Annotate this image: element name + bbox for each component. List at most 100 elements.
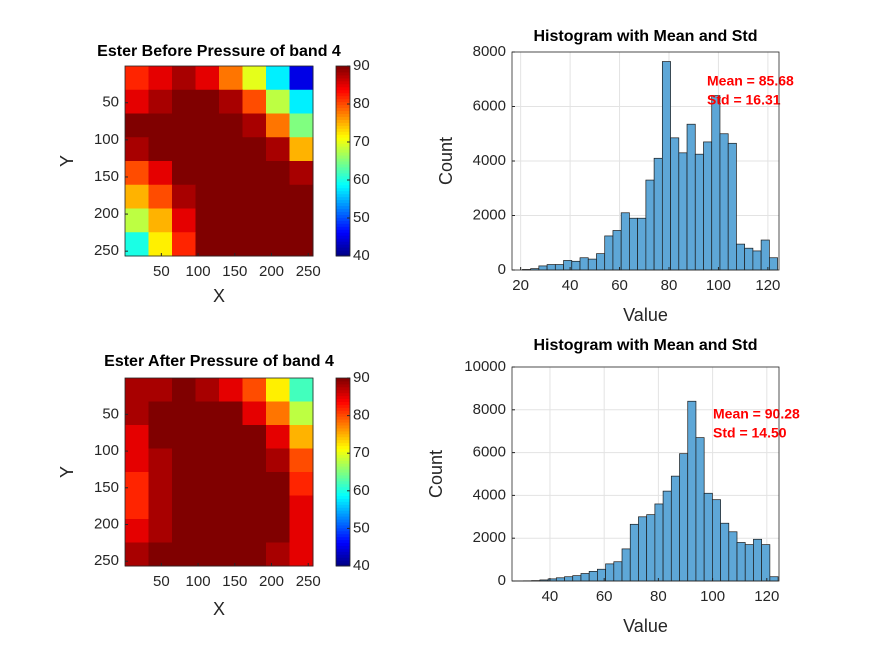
histogram-bar xyxy=(711,95,721,271)
colorbar-swatch xyxy=(336,507,350,511)
colorbar-swatch xyxy=(336,451,350,455)
colorbar-swatch xyxy=(336,539,350,543)
histogram-bar xyxy=(728,531,738,582)
colorbar-swatch xyxy=(336,530,350,535)
colorbar-swatch xyxy=(336,469,350,473)
colorbar-swatch xyxy=(336,107,350,112)
annotation: Std = 14.50 xyxy=(713,425,787,441)
heatmap-cell xyxy=(289,495,314,520)
histogram-bar xyxy=(670,475,680,582)
colorbar-swatch xyxy=(336,184,350,189)
heatmap-cell xyxy=(148,378,173,402)
colorbar-swatch xyxy=(336,137,350,141)
colorbar-swatch xyxy=(336,551,350,555)
heatmap-cell xyxy=(195,113,220,138)
histogram-bar xyxy=(646,514,656,582)
heatmap-cell xyxy=(195,89,220,114)
colorbar-swatch xyxy=(336,557,350,561)
heatmap-cell xyxy=(148,401,173,426)
colorbar-swatch xyxy=(336,190,350,195)
heatmap-cell xyxy=(148,161,173,186)
heatmap-cell xyxy=(219,472,243,496)
colorbar-tick-label: 60 xyxy=(353,171,370,188)
heatmap-cell xyxy=(289,519,314,543)
heatmap-cell xyxy=(125,184,149,209)
histogram-bar xyxy=(654,503,664,582)
annotation: Mean = 90.28 xyxy=(713,406,800,422)
histogram-bar xyxy=(620,212,630,271)
heatmap-cell xyxy=(195,519,220,543)
y-tick-label: 0 xyxy=(498,572,506,589)
heatmap-cell xyxy=(242,232,267,257)
x-tick-label: 120 xyxy=(755,277,780,294)
heatmap-cell xyxy=(242,208,267,233)
y-tick-label: 0 xyxy=(498,261,506,278)
colorbar-swatch xyxy=(336,125,350,129)
colorbar-swatch xyxy=(336,143,350,147)
histogram-bar xyxy=(769,576,779,582)
x-tick-label: 100 xyxy=(186,263,211,280)
heatmap-cell xyxy=(172,66,196,91)
heatmap-cell xyxy=(289,425,314,449)
heatmap-cell xyxy=(219,401,243,426)
x-tick-label: 20 xyxy=(512,277,529,294)
histogram-bar xyxy=(719,133,729,271)
heatmap-cell xyxy=(148,184,173,209)
colorbar-swatch xyxy=(336,229,350,233)
colorbar-swatch xyxy=(336,386,350,391)
colorbar-swatch xyxy=(336,83,350,88)
histogram-bar xyxy=(694,153,704,271)
heatmap-cell xyxy=(148,448,173,473)
histogram-bar xyxy=(753,538,763,582)
histogram-bar xyxy=(629,523,639,582)
histogram-bar xyxy=(629,217,638,271)
colorbar-tick-label: 90 xyxy=(353,57,370,74)
x-tick-label: 200 xyxy=(259,263,284,280)
heatmap-cell xyxy=(289,113,314,138)
colorbar-swatch xyxy=(336,104,350,109)
heatmap-cell xyxy=(219,448,243,473)
colorbar-swatch xyxy=(336,483,350,488)
histogram-bar xyxy=(687,400,697,582)
heatmap-cell xyxy=(219,232,243,257)
colorbar-swatch xyxy=(336,161,350,165)
heatmap-cell xyxy=(195,232,220,257)
histogram-bar xyxy=(621,548,631,582)
colorbar-swatch xyxy=(336,474,350,479)
heatmap-cell xyxy=(125,378,149,402)
heatmap-cell xyxy=(219,161,243,186)
heatmap-cell xyxy=(172,113,196,138)
x-tick-label: 250 xyxy=(296,573,321,590)
heatmap-cell xyxy=(195,401,220,426)
colorbar-swatch xyxy=(336,232,350,236)
heatmap-cell xyxy=(195,184,220,209)
y-tick-label: 10000 xyxy=(464,358,506,375)
x-tick-label: 150 xyxy=(222,573,247,590)
heatmap-cell xyxy=(266,542,290,567)
x-tick-label: 200 xyxy=(259,573,284,590)
heatmap-cell xyxy=(242,89,267,114)
y-axis-label: Count xyxy=(436,137,456,185)
colorbar-swatch xyxy=(336,208,350,212)
heatmap-cell xyxy=(148,542,173,567)
y-tick-label: 100 xyxy=(94,131,119,148)
colorbar-swatch xyxy=(336,472,350,476)
colorbar-swatch xyxy=(336,439,350,444)
colorbar-tick-label: 90 xyxy=(353,369,370,386)
histogram-bar xyxy=(588,571,598,582)
axes-frame xyxy=(511,366,780,582)
histogram-bar xyxy=(564,576,574,582)
colorbar-swatch xyxy=(336,398,350,402)
heatmap-cell xyxy=(242,378,267,402)
heatmap-cell xyxy=(125,137,149,162)
heatmap-cell xyxy=(148,519,173,543)
colorbar-swatch xyxy=(336,413,350,417)
heatmap-cell xyxy=(148,66,173,91)
colorbar-swatch xyxy=(336,80,350,85)
colorbar-swatch xyxy=(336,395,350,400)
colorbar-tick-label: 80 xyxy=(353,407,370,424)
histogram-bar xyxy=(686,123,696,271)
colorbar-swatch xyxy=(336,533,350,538)
y-tick-label: 8000 xyxy=(473,43,506,60)
colorbar-swatch xyxy=(336,71,350,76)
